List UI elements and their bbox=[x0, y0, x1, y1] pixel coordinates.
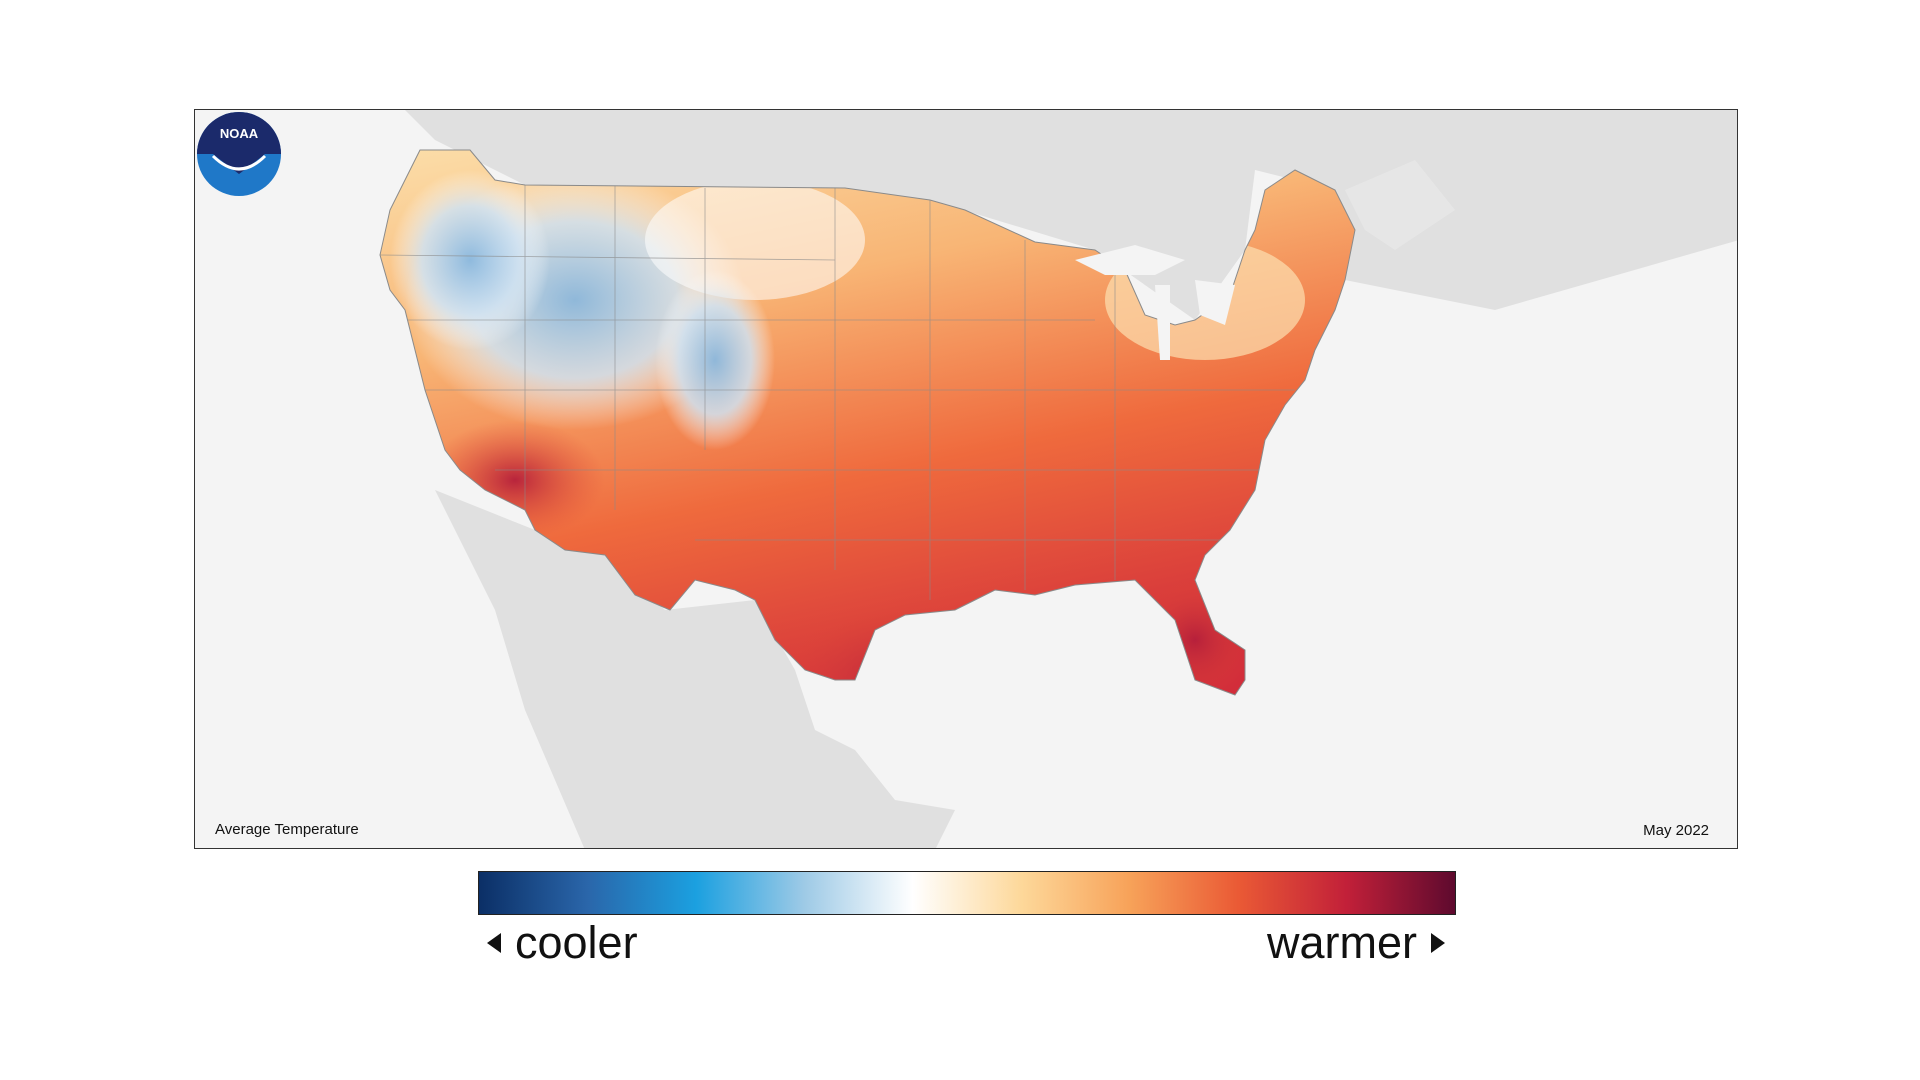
svg-text:NOAA: NOAA bbox=[220, 126, 259, 141]
cooler-label-group: cooler bbox=[487, 915, 638, 970]
lake-huron bbox=[1195, 280, 1235, 325]
mexico-land bbox=[435, 490, 955, 848]
map-caption: Average Temperature bbox=[215, 821, 359, 838]
temperature-map bbox=[379, 110, 1737, 848]
triangle-left-icon bbox=[487, 932, 501, 953]
warmer-label-group: warmer bbox=[1267, 915, 1445, 970]
noaa-logo: NOAA bbox=[197, 112, 281, 196]
maritimes-land bbox=[1345, 160, 1455, 250]
canada-land bbox=[405, 110, 1737, 320]
color-scale-bar bbox=[478, 871, 1456, 915]
cooler-label: cooler bbox=[515, 917, 638, 968]
lake-superior bbox=[1075, 245, 1185, 275]
lake-michigan bbox=[1155, 285, 1170, 360]
triangle-right-icon bbox=[1431, 932, 1445, 953]
map-date: May 2022 bbox=[1643, 822, 1709, 839]
map-frame: NOAA Average Temperature May 2022 bbox=[194, 109, 1738, 849]
warmer-label: warmer bbox=[1266, 917, 1417, 968]
